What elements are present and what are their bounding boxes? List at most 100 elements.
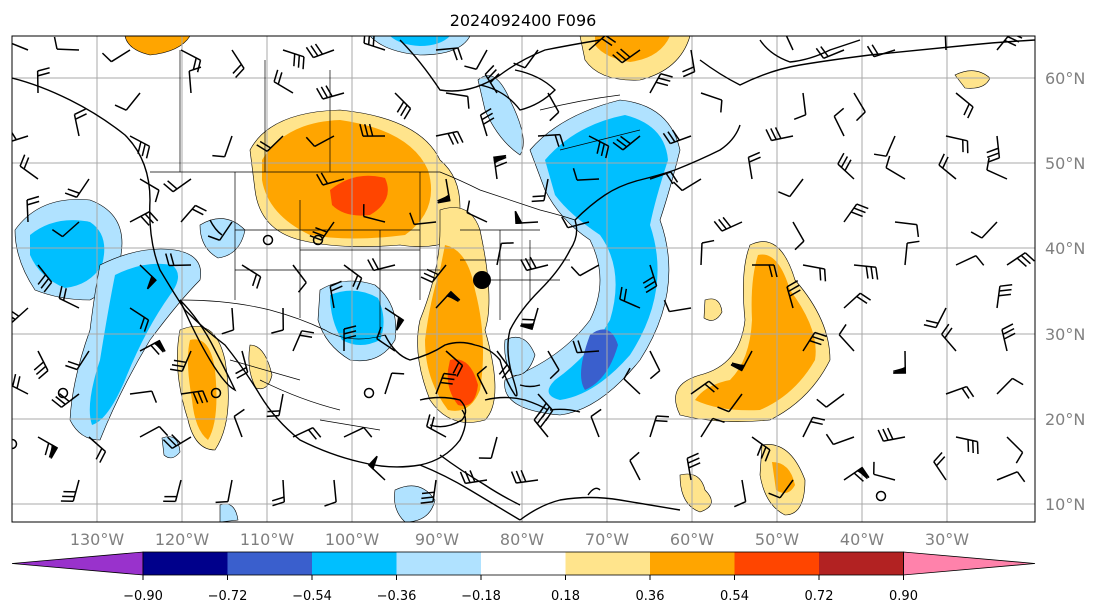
wind-barb-staff (996, 286, 1001, 309)
wind-barb-staff (181, 350, 192, 372)
wind-barb (649, 73, 673, 94)
wind-barb-feather (809, 339, 822, 346)
wind-barb-feather (197, 391, 204, 404)
wind-barb-feather (539, 417, 549, 428)
wind-barb-feather (65, 364, 78, 371)
wind-barb-staff (543, 178, 549, 201)
wind-barb-feather (191, 208, 204, 216)
wind-barb-staff (435, 373, 445, 395)
latitude-label: 60°N (1045, 69, 1085, 88)
wind-barb-feather (513, 62, 526, 69)
wind-barb-feather (532, 195, 545, 198)
wind-barb-feather (814, 331, 827, 338)
wind-barb-staff (180, 204, 197, 223)
anomaly-positive-region (124, 36, 191, 56)
wind-barb-feather (363, 36, 366, 44)
wind-barb-feather (717, 406, 730, 413)
colorbar-tick-label: 0.18 (551, 589, 580, 604)
coastline-path (399, 39, 601, 92)
wind-barb (833, 107, 845, 137)
wind-barb-feather (266, 414, 280, 418)
wind-barb (547, 350, 560, 380)
wind-barb-staff (802, 332, 816, 352)
wind-barb-staff (786, 286, 794, 309)
calm-circle-marker (875, 490, 887, 502)
wind-barb (792, 221, 805, 251)
wind-barb-feather (144, 213, 154, 224)
wind-barb-staff (853, 264, 876, 269)
wind-barb (802, 331, 827, 352)
wind-barb-feather (853, 472, 864, 482)
wind-barb-feather (999, 288, 1012, 292)
wind-barb-feather (302, 56, 305, 70)
wind-barb (802, 264, 827, 282)
wind-barb-feather (665, 173, 674, 185)
wind-barb-staff (476, 373, 488, 395)
wind-barb (88, 436, 107, 463)
coastline-path (479, 69, 556, 111)
wind-barb-staff (944, 36, 947, 51)
wind-barb-feather (312, 230, 325, 237)
wind-barb-staff (72, 479, 80, 502)
wind-barb (73, 108, 87, 137)
wind-barb-staff (802, 416, 814, 438)
wind-barb (445, 350, 464, 377)
wind-barb (837, 152, 855, 180)
wind-barb-feather (748, 151, 761, 158)
wind-barb-staff (516, 479, 539, 484)
wind-barb-feather (37, 71, 50, 77)
wind-barb-feather (371, 258, 380, 270)
wind-barb-staff (435, 130, 458, 137)
wind-barb-staff (690, 49, 696, 72)
wind-barb (520, 307, 539, 331)
wind-barb-feather (19, 154, 26, 167)
wind-barb-feather (1016, 471, 1026, 483)
wind-barb (271, 479, 286, 507)
wind-barb (282, 49, 305, 70)
wind-barb-feather (616, 138, 628, 148)
wind-barb (53, 36, 80, 51)
wind-barb (376, 326, 396, 352)
wind-barb (476, 365, 488, 395)
wind-barb-feather (649, 370, 661, 380)
wind-barb-feather (423, 272, 436, 280)
wind-barb (588, 135, 610, 159)
wind-barb-staff (219, 221, 233, 241)
colorbar-segment (734, 552, 820, 575)
wind-barb-staff (266, 135, 284, 152)
wind-barb-feather (510, 471, 517, 484)
wind-barb-feather (325, 85, 333, 97)
wind-barb (1001, 323, 1016, 352)
wind-barb-feather (768, 264, 773, 278)
wind-barb-feather (421, 491, 435, 495)
coastline-path (209, 219, 223, 236)
wind-barb-feather (167, 180, 178, 190)
wind-barb-feather (820, 46, 829, 57)
wind-barb-staff (129, 307, 149, 321)
wind-barb-feather (970, 231, 983, 239)
location-marker (473, 271, 491, 289)
wind-barb-feather (33, 361, 45, 371)
latitude-label: 40°N (1045, 239, 1085, 258)
wind-barb-staff (690, 380, 710, 395)
wind-barb-feather (192, 391, 199, 404)
wind-barb (478, 436, 498, 459)
wind-barb-feather (967, 106, 974, 119)
wind-barb-feather (37, 274, 47, 285)
wind-barb-feather (498, 364, 508, 375)
wind-barb-staff (129, 211, 150, 223)
wind-barb (37, 436, 59, 459)
wind-barb-feather (452, 132, 459, 144)
longitude-label: 90°W (415, 530, 459, 549)
wind-barb-staff (475, 49, 488, 70)
wind-barb-feather (12, 316, 16, 321)
wind-barb-feather (671, 129, 681, 141)
wind-barb-staff (479, 114, 488, 137)
wind-barb-staff (373, 264, 396, 272)
wind-barb-staff (1001, 329, 1008, 352)
wind-barb (215, 479, 233, 504)
wind-barb-feather (773, 264, 778, 278)
longitude-label: 120°W (155, 530, 210, 549)
wind-barb-feather (299, 334, 313, 338)
wind-barb (572, 340, 600, 354)
